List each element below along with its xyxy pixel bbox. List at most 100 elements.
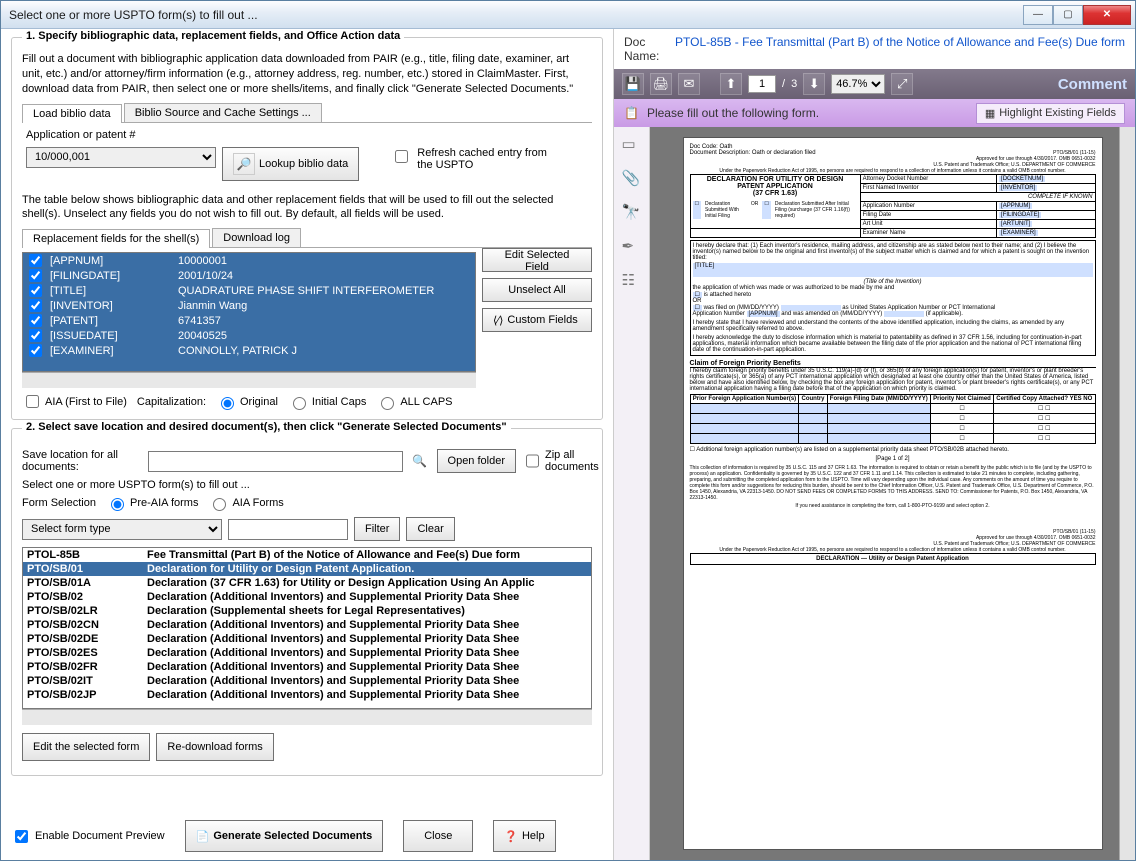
zoom-fit-icon[interactable]: ⤢ bbox=[891, 73, 913, 95]
sidebar-sign-icon[interactable]: ✒ bbox=[622, 237, 642, 257]
tab-load-biblio[interactable]: Load biblio data bbox=[22, 104, 122, 123]
save-location-input[interactable] bbox=[148, 451, 403, 472]
cap-initial-radio[interactable] bbox=[293, 397, 306, 410]
field-row[interactable]: [EXAMINER]CONNOLLY, PATRICK J bbox=[23, 343, 475, 358]
custom-fields-button[interactable]: ⟨∕⟩ Custom Fields bbox=[482, 308, 592, 332]
zip-checkbox[interactable] bbox=[526, 452, 539, 470]
preaia-radio[interactable] bbox=[111, 498, 124, 511]
form-desc: Declaration (Additional Inventors) and S… bbox=[147, 591, 587, 603]
field-key: [TITLE] bbox=[48, 285, 178, 297]
cap-original-radio[interactable] bbox=[221, 397, 234, 410]
aia-first-to-file-checkbox[interactable] bbox=[26, 395, 39, 408]
app-number-label: Application or patent # bbox=[26, 129, 588, 141]
field-row[interactable]: [ISSUEDATE]20040525 bbox=[23, 328, 475, 343]
field-checkbox[interactable] bbox=[29, 344, 42, 357]
maximize-button[interactable]: ▢ bbox=[1053, 5, 1083, 25]
pdf-vscroll[interactable] bbox=[1119, 127, 1135, 860]
zoom-select[interactable]: 46.7% bbox=[831, 74, 885, 94]
form-desc: Declaration (Supplemental sheets for Leg… bbox=[147, 605, 587, 617]
form-row[interactable]: PTO/SB/02DEDeclaration (Additional Inven… bbox=[23, 632, 591, 646]
form-row[interactable]: PTO/SB/02LRDeclaration (Supplemental she… bbox=[23, 604, 591, 618]
generate-button[interactable]: 📄 Generate Selected Documents bbox=[185, 820, 384, 852]
unselect-all-button[interactable]: Unselect All bbox=[482, 278, 592, 302]
sidebar-layers-icon[interactable]: ☷ bbox=[622, 271, 642, 291]
page-up-icon[interactable]: ⬆ bbox=[720, 73, 742, 95]
tab-biblio-source[interactable]: Biblio Source and Cache Settings ... bbox=[124, 103, 322, 122]
fields-hscroll[interactable] bbox=[22, 372, 476, 388]
email-icon[interactable]: ✉ bbox=[678, 73, 700, 95]
form-row[interactable]: PTO/SB/02FRDeclaration (Additional Inven… bbox=[23, 660, 591, 674]
field-checkbox[interactable] bbox=[29, 269, 42, 282]
form-desc: Declaration (Additional Inventors) and S… bbox=[147, 633, 587, 645]
form-row[interactable]: PTO/SB/02ESDeclaration (Additional Inven… bbox=[23, 646, 591, 660]
page-input[interactable] bbox=[748, 75, 776, 93]
section2-title: 2. Select save location and desired docu… bbox=[22, 421, 511, 433]
field-checkbox[interactable] bbox=[29, 284, 42, 297]
field-value: 20040525 bbox=[178, 330, 475, 342]
field-row[interactable]: [PATENT]6741357 bbox=[23, 313, 475, 328]
highlight-fields-button[interactable]: ▦ Highlight Existing Fields bbox=[976, 103, 1125, 124]
field-row[interactable]: [INVENTOR]Jianmin Wang bbox=[23, 298, 475, 313]
field-checkbox[interactable] bbox=[29, 299, 42, 312]
open-folder-button[interactable]: Open folder bbox=[437, 449, 516, 473]
form-desc: Declaration for Utility or Design Patent… bbox=[147, 563, 587, 575]
form-row[interactable]: PTOL-85BFee Transmittal (Part B) of the … bbox=[23, 548, 591, 562]
form-desc: Declaration (Additional Inventors) and S… bbox=[147, 647, 587, 659]
custom-fields-icon: ⟨∕⟩ bbox=[493, 314, 503, 327]
aia-label: AIA (First to File) bbox=[45, 396, 127, 408]
field-checkbox[interactable] bbox=[29, 254, 42, 267]
field-key: [EXAMINER] bbox=[48, 345, 178, 357]
field-checkbox[interactable] bbox=[29, 314, 42, 327]
form-code: PTO/SB/01A bbox=[27, 577, 147, 589]
filter-input[interactable] bbox=[228, 519, 348, 540]
cap-allcaps-radio[interactable] bbox=[381, 397, 394, 410]
close-button[interactable]: Close bbox=[403, 820, 473, 852]
redownload-forms-button[interactable]: Re-download forms bbox=[156, 733, 273, 761]
tab-replacement-fields[interactable]: Replacement fields for the shell(s) bbox=[22, 229, 210, 248]
section1-desc: Fill out a document with bibliographic a… bbox=[22, 52, 592, 97]
sidebar-pages-icon[interactable]: ▭ bbox=[622, 135, 642, 155]
field-checkbox[interactable] bbox=[29, 329, 42, 342]
enable-preview-checkbox[interactable] bbox=[15, 830, 28, 843]
lookup-biblio-button[interactable]: 🔎 Lookup biblio data bbox=[222, 147, 359, 181]
browse-icon[interactable]: 🔍 bbox=[409, 450, 431, 472]
purple-message: Please fill out the following form. bbox=[647, 106, 819, 120]
form-desc: Declaration (Additional Inventors) and S… bbox=[147, 689, 587, 701]
form-row[interactable]: PTO/SB/02ITDeclaration (Additional Inven… bbox=[23, 674, 591, 688]
field-row[interactable]: [FILINGDATE]2001/10/24 bbox=[23, 268, 475, 283]
forms-list[interactable]: PTOL-85BFee Transmittal (Part B) of the … bbox=[22, 547, 592, 709]
fields-grid[interactable]: [APPNUM]10000001[FILINGDATE]2001/10/24[T… bbox=[22, 252, 476, 372]
help-button[interactable]: ❓ Help bbox=[493, 820, 555, 852]
window-title: Select one or more USPTO form(s) to fill… bbox=[9, 8, 903, 22]
page-down-icon[interactable]: ⬇ bbox=[803, 73, 825, 95]
save-icon[interactable]: 💾 bbox=[622, 73, 644, 95]
sidebar-attach-icon[interactable]: 📎 bbox=[622, 169, 642, 189]
edit-selected-form-button[interactable]: Edit the selected form bbox=[22, 733, 150, 761]
form-type-select[interactable]: Select form type bbox=[22, 519, 222, 540]
field-row[interactable]: [TITLE]QUADRATURE PHASE SHIFT INTERFEROM… bbox=[23, 283, 475, 298]
clear-button[interactable]: Clear bbox=[406, 517, 454, 541]
form-code: PTO/SB/02CN bbox=[27, 619, 147, 631]
field-row[interactable]: [APPNUM]10000001 bbox=[23, 253, 475, 268]
form-row[interactable]: PTO/SB/01ADeclaration (37 CFR 1.63) for … bbox=[23, 576, 591, 590]
minimize-button[interactable]: — bbox=[1023, 5, 1053, 25]
comment-link[interactable]: Comment bbox=[1058, 76, 1127, 93]
forms-hscroll[interactable] bbox=[22, 709, 592, 725]
form-row[interactable]: PTO/SB/01Declaration for Utility or Desi… bbox=[23, 562, 591, 576]
docname-key: DocName: bbox=[624, 35, 669, 63]
filter-button[interactable]: Filter bbox=[354, 517, 400, 541]
form-row[interactable]: PTO/SB/02JPDeclaration (Additional Inven… bbox=[23, 688, 591, 702]
field-value: Jianmin Wang bbox=[178, 300, 475, 312]
table-desc: The table below shows bibliographic data… bbox=[22, 193, 592, 223]
app-number-select[interactable]: 10/000,001 bbox=[26, 147, 216, 168]
form-row[interactable]: PTO/SB/02CNDeclaration (Additional Inven… bbox=[23, 618, 591, 632]
close-window-button[interactable]: ✕ bbox=[1083, 5, 1131, 25]
tab-download-log[interactable]: Download log bbox=[212, 228, 301, 247]
form-row[interactable]: PTO/SB/02Declaration (Additional Invento… bbox=[23, 590, 591, 604]
form-desc: Declaration (37 CFR 1.63) for Utility or… bbox=[147, 577, 587, 589]
aia-radio[interactable] bbox=[213, 498, 226, 511]
sidebar-search-icon[interactable]: 🔭 bbox=[622, 203, 642, 223]
refresh-cache-checkbox[interactable] bbox=[395, 150, 408, 163]
print-icon[interactable]: 🖨 bbox=[650, 73, 672, 95]
edit-field-button[interactable]: Edit Selected Field bbox=[482, 248, 592, 272]
